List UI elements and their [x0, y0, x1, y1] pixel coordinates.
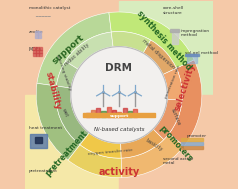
- Bar: [112, 110, 116, 117]
- Text: basicity: basicity: [144, 138, 163, 153]
- Text: Ni-based catalysts: Ni-based catalysts: [94, 127, 144, 132]
- Bar: [33, 50, 36, 53]
- Bar: [83, 113, 155, 117]
- Wedge shape: [109, 12, 194, 68]
- Wedge shape: [80, 133, 121, 158]
- Text: metal dispersion: metal dispersion: [141, 38, 175, 70]
- Wedge shape: [143, 40, 176, 74]
- Text: wet: wet: [61, 108, 69, 118]
- Text: impregnation: impregnation: [181, 29, 210, 33]
- Text: core-shell: core-shell: [163, 6, 184, 10]
- Text: MOFs: MOFs: [29, 47, 42, 52]
- Text: promoter: promoter: [187, 134, 207, 138]
- Text: support: support: [109, 114, 129, 118]
- Bar: [172, 30, 178, 44]
- Bar: [36, 53, 39, 56]
- Bar: [96, 108, 100, 117]
- Bar: [119, 95, 213, 189]
- Bar: [38, 35, 41, 38]
- Bar: [101, 111, 106, 117]
- Bar: [181, 138, 203, 141]
- Bar: [38, 31, 41, 34]
- Bar: [128, 111, 132, 117]
- Bar: [35, 31, 38, 34]
- Text: stability: stability: [43, 71, 62, 111]
- Text: redox ability: redox ability: [64, 42, 90, 67]
- Wedge shape: [68, 145, 122, 178]
- Text: pretreatment: pretreatment: [44, 129, 89, 178]
- Text: selectivity: selectivity: [173, 62, 197, 112]
- Bar: [36, 50, 39, 53]
- Text: structure: structure: [163, 11, 183, 15]
- Text: activity: activity: [98, 167, 140, 177]
- Wedge shape: [56, 61, 78, 88]
- Wedge shape: [121, 134, 184, 178]
- Bar: [123, 108, 127, 117]
- Bar: [25, 95, 119, 189]
- Text: surface: surface: [170, 108, 181, 127]
- Wedge shape: [163, 68, 182, 100]
- Bar: [185, 54, 199, 56]
- Bar: [119, 1, 213, 95]
- Wedge shape: [65, 32, 113, 69]
- Wedge shape: [56, 86, 89, 145]
- Wedge shape: [36, 83, 80, 160]
- Wedge shape: [169, 60, 202, 146]
- Bar: [187, 54, 197, 63]
- Text: DRM: DRM: [105, 63, 133, 73]
- Text: second active: second active: [163, 157, 193, 161]
- Bar: [86, 113, 90, 117]
- Bar: [91, 110, 95, 117]
- Wedge shape: [111, 32, 151, 53]
- Text: sintering stability: sintering stability: [55, 54, 72, 91]
- Bar: [35, 35, 38, 38]
- Bar: [36, 47, 39, 50]
- Bar: [39, 50, 42, 53]
- Text: metal: metal: [163, 161, 175, 165]
- Wedge shape: [153, 99, 182, 140]
- Bar: [33, 47, 36, 50]
- Bar: [30, 134, 47, 148]
- Bar: [181, 146, 203, 149]
- Wedge shape: [121, 129, 164, 158]
- Text: pretreatment: pretreatment: [29, 169, 58, 173]
- Text: promoters: promoters: [158, 124, 195, 163]
- Text: method: method: [181, 33, 198, 37]
- Text: penetration rate: penetration rate: [165, 64, 182, 99]
- Bar: [133, 109, 137, 117]
- Bar: [39, 53, 42, 56]
- Text: heat treatment: heat treatment: [29, 126, 62, 130]
- Text: sol-gel method: sol-gel method: [185, 51, 218, 55]
- Wedge shape: [37, 13, 111, 86]
- Bar: [25, 1, 119, 95]
- Text: oxygen transfer rate: oxygen transfer rate: [87, 148, 133, 156]
- Text: zeolite: zeolite: [29, 30, 43, 34]
- Bar: [170, 29, 179, 32]
- Bar: [117, 112, 121, 117]
- Text: monolithic catalyst: monolithic catalyst: [29, 6, 70, 10]
- Text: synthesis method: synthesis method: [135, 9, 193, 72]
- Circle shape: [71, 47, 167, 143]
- Bar: [35, 137, 42, 143]
- Bar: [107, 107, 111, 117]
- Bar: [39, 47, 42, 50]
- Bar: [181, 142, 203, 145]
- Text: support: support: [50, 33, 85, 66]
- Bar: [33, 53, 36, 56]
